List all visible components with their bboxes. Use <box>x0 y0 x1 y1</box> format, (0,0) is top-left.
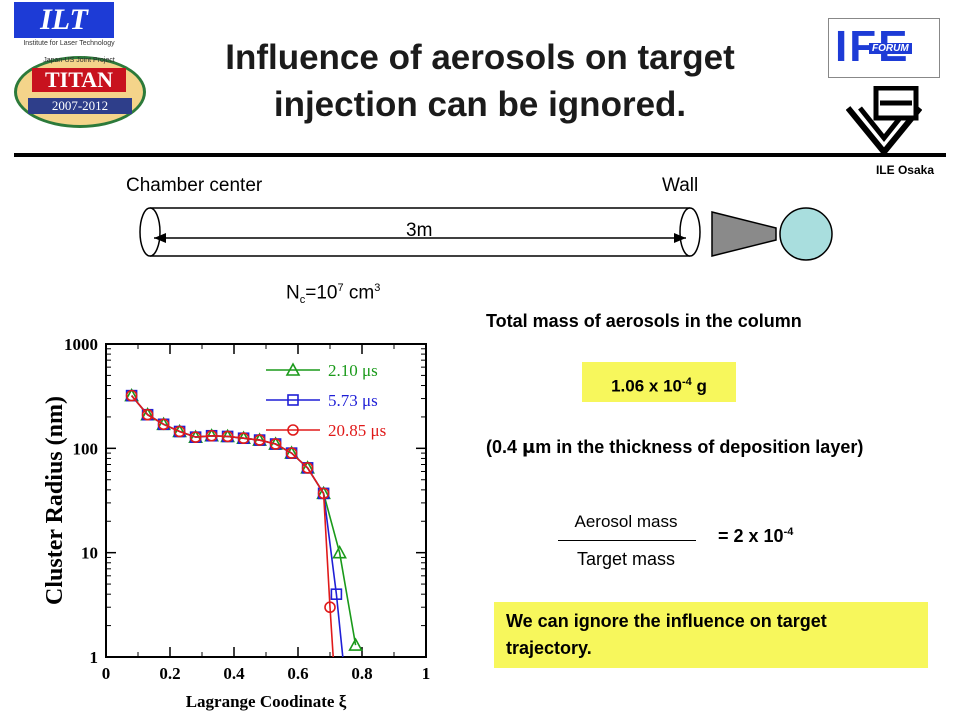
x-tick-label: 0.6 <box>287 664 308 683</box>
injector-cone <box>711 211 777 257</box>
titan-logo-top-text: Japan-US Joint Project <box>43 57 115 64</box>
ilt-logo-mark: ILT <box>14 2 114 38</box>
series-2-point <box>330 588 343 600</box>
legend-label-3: 20.85 μs <box>328 421 386 440</box>
series-3-point <box>253 434 266 446</box>
total-mass-label: Total mass of aerosols in the column <box>486 311 802 331</box>
ratio-numerator: Aerosol mass <box>574 512 678 531</box>
series-3-point <box>269 438 282 450</box>
density-label: Nc=107 cm3 <box>286 282 381 307</box>
series-3-point <box>221 430 234 443</box>
target-pellet <box>779 207 833 261</box>
series-3-point <box>285 447 298 459</box>
plot-frame <box>105 343 427 658</box>
titan-logo-years: 2007-2012 <box>28 98 132 114</box>
x-tick-label: 0.2 <box>159 664 180 683</box>
legend-label-1: 2.10 μs <box>328 361 378 380</box>
ilt-logo-subtitle: Institute for Laser Technology <box>23 40 115 47</box>
series-3-point <box>173 425 186 438</box>
x-tick-label: 0.8 <box>351 664 372 683</box>
title-divider <box>14 153 946 157</box>
ife-forum-logo: IFE FORUM <box>828 18 940 78</box>
forum-logo-text: FORUM <box>869 43 912 54</box>
ratio-value: = 2 x 10-4 <box>718 526 794 546</box>
series-line-2 <box>130 395 344 658</box>
y-tick-label: 10 <box>81 544 98 563</box>
ile-emblem-icon <box>846 86 922 156</box>
x-tick-label: 0.4 <box>223 664 245 683</box>
series-line-3 <box>130 395 334 658</box>
series-3-point <box>237 432 250 445</box>
y-tick-label: 100 <box>73 439 99 458</box>
series-3-point <box>317 487 330 500</box>
distance-label: 3m <box>406 220 433 241</box>
conclusion-box: We can ignore the influence on target tr… <box>494 602 928 668</box>
series-3-point <box>125 389 138 402</box>
column-tube <box>150 207 690 257</box>
y-tick-label: 1 <box>90 648 99 667</box>
series-3-point <box>189 431 202 443</box>
y-axis-label: Cluster Radius (nm) <box>42 396 68 605</box>
wall-label: Wall <box>662 175 699 196</box>
ile-osaka-label: ILE Osaka <box>875 163 934 177</box>
series-3-point <box>141 408 154 421</box>
column-right-end <box>679 207 701 257</box>
series-3-point <box>324 601 336 614</box>
x-tick-label: 0 <box>102 664 111 683</box>
series-3-point <box>157 418 170 431</box>
chamber-center-label: Chamber center <box>126 175 263 196</box>
legend-marker-3 <box>287 424 299 436</box>
ilt-logo: ILT Institute for Laser Technology <box>14 2 126 50</box>
legend-label-2: 5.73 μs <box>328 391 378 410</box>
ratio-denominator: Target mass <box>576 549 676 569</box>
legend-marker-1 <box>285 362 301 376</box>
series-3-point <box>205 429 218 442</box>
aerosol-column-diagram <box>139 207 833 261</box>
titan-logo: Japan-US Joint Project TITAN 2007-2012 <box>8 54 150 128</box>
legend-marker-2 <box>287 394 299 406</box>
ratio-divider <box>558 540 696 541</box>
page-title: Influence of aerosols on target injectio… <box>150 34 810 128</box>
x-axis-label: Lagrange Coodinate ξ <box>186 692 347 711</box>
series-1-point <box>332 544 347 559</box>
thickness-note: (0.4 μm in the thickness of deposition l… <box>486 437 864 458</box>
x-tick-label: 1 <box>422 664 431 683</box>
series-1-point <box>348 637 363 651</box>
y-tick-label: 1000 <box>64 335 98 354</box>
page-title-line-1: Influence of aerosols on target <box>225 38 735 77</box>
mass-value-box: 1.06 x 10-4 g <box>582 362 736 402</box>
cluster-radius-chart: 1 10 100 1000 0 0.2 0.4 0.6 0.8 1 Lagrange Coodina… <box>42 335 431 711</box>
titan-logo-text: TITAN <box>32 68 126 92</box>
series-3-point <box>301 462 314 474</box>
page-title-line-2: injection can be ignored. <box>273 85 687 124</box>
column-left-end <box>139 207 161 257</box>
